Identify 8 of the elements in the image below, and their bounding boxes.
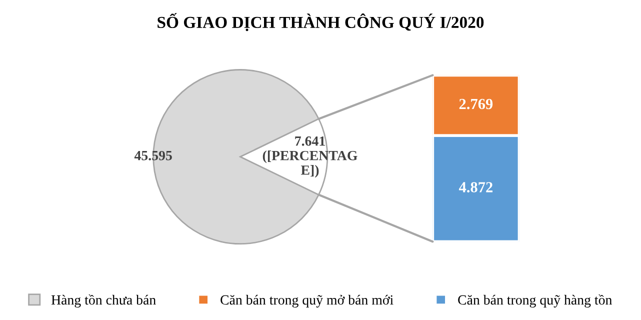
legend-label: Căn bán trong quỹ hàng tồn	[458, 294, 612, 308]
data-label: 45.595	[134, 150, 172, 160]
legend-label: Hàng tồn chưa bán	[51, 294, 156, 308]
data-label: 7.641 ([PERCENTAG E])	[262, 136, 358, 178]
data-label: 2.769	[459, 98, 493, 110]
legend-label: Căn bán trong quỹ mở bán mới	[220, 294, 394, 308]
chart-title: SỐ GIAO DỊCH THÀNH CÔNG QUÝ I/2020	[158, 13, 484, 32]
data-label: 4.872	[458, 182, 492, 192]
